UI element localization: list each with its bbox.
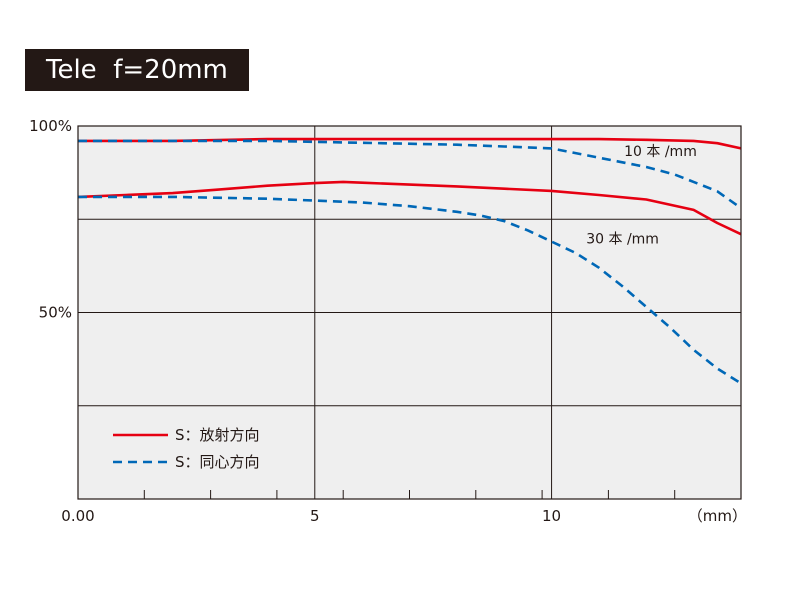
x-unit-label: （mm）	[688, 507, 747, 525]
legend-label: S：放射方向	[175, 426, 260, 444]
chart-title: Tele f=20mm	[46, 55, 228, 85]
annotation-label: 30 本 /mm	[586, 231, 659, 247]
legend: S：放射方向 S：同心方向	[113, 426, 260, 471]
plot-border	[77, 125, 742, 500]
x-tick-label: 5	[310, 507, 320, 525]
x-tick-label: 0.00	[61, 507, 94, 525]
x-tick-label: 10	[542, 507, 561, 525]
y-tick-label: 100%	[29, 117, 72, 135]
y-tick-label: 50%	[39, 304, 72, 322]
annotation-label: 10 本 /mm	[624, 144, 697, 160]
series-line	[78, 139, 742, 210]
series-line	[77, 180, 742, 236]
axis-ticks	[143, 490, 676, 499]
legend-label: S：同心方向	[175, 453, 260, 471]
series-layer	[77, 137, 742, 385]
series-line	[78, 195, 742, 385]
annotations: 10 本 /mm 30 本 /mm	[586, 144, 697, 248]
axis-labels: 100% 50% 0.00 5 10 （mm）	[29, 117, 747, 525]
chart-title-box: Tele f=20mm	[25, 49, 249, 91]
